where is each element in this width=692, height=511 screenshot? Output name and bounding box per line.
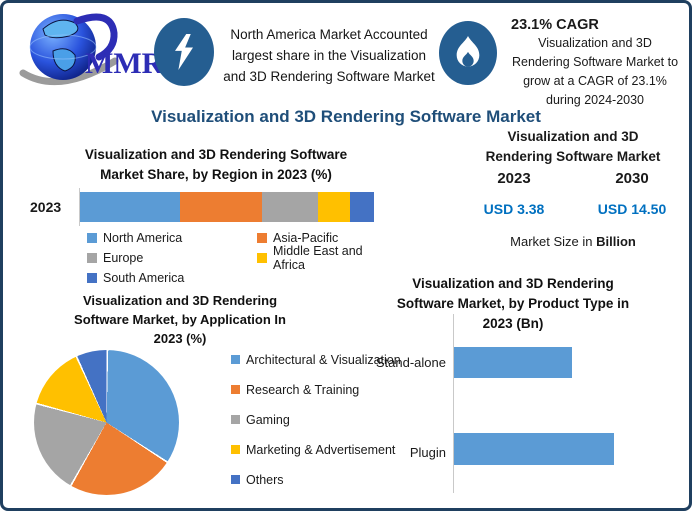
legend-item-europe: Europe xyxy=(87,248,257,268)
application-chart-title: Visualization and 3D Rendering Software … xyxy=(30,291,330,348)
product-chart-axis xyxy=(453,314,454,493)
legend-swatch xyxy=(231,415,240,424)
region-bar-segment-1 xyxy=(179,192,263,222)
application-pie xyxy=(34,350,179,495)
cagr-line: during 2024-2030 xyxy=(546,93,644,107)
region-bar-segment-3 xyxy=(318,192,351,222)
mmr-logo: MMR xyxy=(15,7,167,99)
legend-label: North America xyxy=(103,231,183,245)
region-legend: North America Asia-Pacific Europe Middle… xyxy=(87,228,392,288)
legend-item-gaming: Gaming xyxy=(231,412,401,427)
cagr-line: Rendering Software Market to xyxy=(511,55,679,69)
legend-swatch xyxy=(87,253,97,263)
product-bar xyxy=(454,347,573,378)
legend-label: Architectural & Visualization xyxy=(246,352,401,367)
legend-label: Gaming xyxy=(246,412,290,427)
globe-logo-graphic: MMR xyxy=(19,13,164,86)
cagr-text: Visualization and 3D Rendering Software … xyxy=(497,34,689,110)
lightning-icon xyxy=(154,18,214,86)
product-chart-title-line: Visualization and 3D Rendering xyxy=(412,276,614,291)
region-bar-segment-0 xyxy=(80,192,180,222)
application-chart-title-line: 2023 (%) xyxy=(153,331,207,346)
region-bar-segment-4 xyxy=(350,192,374,222)
legend-label: Marketing & Advertisement xyxy=(246,442,396,457)
year-start: 2023 xyxy=(497,170,531,187)
caption-bold: Billion xyxy=(596,234,636,249)
legend-swatch xyxy=(87,233,97,243)
region-chart-title: Visualization and 3D Rendering Software … xyxy=(41,145,391,185)
value-start: USD 3.38 xyxy=(483,201,545,217)
product-chart-title-line: Software Market, by Product Type in xyxy=(396,296,630,311)
logo-swoosh-blue xyxy=(73,13,118,61)
cagr-line: Visualization and 3D xyxy=(538,36,652,50)
application-legend: Architectural & Visualization Research &… xyxy=(231,352,401,487)
legend-item-architectural-visualization: Architectural & Visualization xyxy=(231,352,401,367)
legend-item-others: Others xyxy=(231,472,401,487)
region-chart-ylabel: 2023 xyxy=(30,199,62,215)
logo-text: MMR xyxy=(85,47,164,80)
region-chart-title-line: Visualization and 3D Rendering Software xyxy=(84,147,348,162)
legend-swatch xyxy=(87,273,97,283)
region-stacked-bar xyxy=(80,192,374,222)
logo-swoosh-gray xyxy=(19,57,119,86)
fact-north-america: North America Market Accounted largest s… xyxy=(217,24,441,87)
legend-label: South America xyxy=(103,271,185,285)
legend-item-south-america: South America xyxy=(87,268,257,288)
cagr-line: grow at a CAGR of 23.1% xyxy=(523,74,667,88)
market-size-title: Visualization and 3D Rendering Software … xyxy=(455,127,689,167)
legend-swatch xyxy=(257,253,267,263)
fact-na-line: largest share in the Visualization xyxy=(231,48,427,63)
page-title: Visualization and 3D Rendering Software … xyxy=(151,107,541,126)
legend-label: Asia-Pacific xyxy=(273,231,339,245)
product-label-standalone: Stand-alone xyxy=(375,355,446,370)
region-chart-axis xyxy=(79,188,80,226)
market-size-values: USD 3.38 USD 14.50 xyxy=(455,201,689,217)
fact-cagr: 23.1% CAGR Visualization and 3D Renderin… xyxy=(497,17,689,110)
caption-text: Market Size in xyxy=(510,234,597,249)
legend-swatch xyxy=(257,233,267,243)
legend-swatch xyxy=(231,355,240,364)
region-chart-title-line: Market Share, by Region in 2023 (%) xyxy=(100,167,332,182)
legend-swatch xyxy=(231,445,240,454)
application-chart-title-line: Visualization and 3D Rendering xyxy=(82,293,278,308)
cagr-headline: 23.1% CAGR xyxy=(511,17,599,33)
value-end: USD 14.50 xyxy=(597,201,667,217)
market-size-title-line: Rendering Software Market xyxy=(485,149,661,164)
product-bar xyxy=(454,433,614,465)
legend-item-north-america: North America xyxy=(87,228,257,248)
product-label-plugin: Plugin xyxy=(409,445,446,460)
product-chart-title-line: 2023 (Bn) xyxy=(482,316,544,331)
market-size-title-line: Visualization and 3D xyxy=(507,129,639,144)
legend-item-research-training: Research & Training xyxy=(231,382,401,397)
flame-icon xyxy=(439,21,497,85)
legend-item-marketing-advertisement: Marketing & Advertisement xyxy=(231,442,401,457)
product-chart-title: Visualization and 3D Rendering Software … xyxy=(371,274,655,334)
legend-swatch xyxy=(231,475,240,484)
legend-swatch xyxy=(231,385,240,394)
legend-label: Research & Training xyxy=(246,382,360,397)
market-size-years: 2023 2030 xyxy=(455,170,689,187)
region-bar-segment-2 xyxy=(262,192,319,222)
fact-na-line: and 3D Rendering Software Market xyxy=(223,69,435,84)
legend-item-middle-east-africa: Middle East and Africa xyxy=(257,244,392,272)
legend-item-asia-pacific: Asia-Pacific xyxy=(257,228,392,248)
fact-na-line: North America Market Accounted xyxy=(230,27,428,42)
market-size-caption: Market Size in Billion xyxy=(455,234,689,249)
application-chart-title-line: Software Market, by Application In xyxy=(74,312,286,327)
legend-label: Europe xyxy=(103,251,144,265)
year-end: 2030 xyxy=(615,170,649,187)
legend-label: Others xyxy=(246,472,284,487)
legend-label: Middle East and Africa xyxy=(273,244,363,272)
